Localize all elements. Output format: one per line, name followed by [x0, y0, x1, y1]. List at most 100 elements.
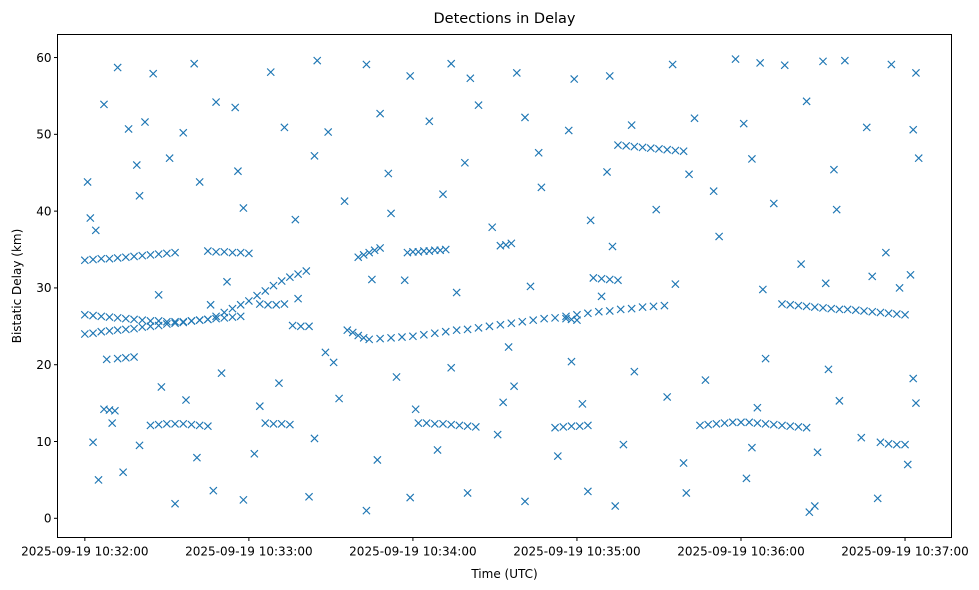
data-point [460, 158, 469, 167]
data-point [203, 247, 212, 256]
data-point [630, 142, 639, 151]
data-point [414, 419, 423, 428]
data-point [97, 327, 106, 336]
data-point [835, 305, 844, 314]
data-point [220, 247, 229, 256]
data-point [422, 419, 431, 428]
data-point [575, 422, 584, 431]
data-point [411, 405, 420, 414]
data-point [359, 333, 368, 342]
data-point [195, 421, 204, 430]
chart-title: Detections in Delay [433, 11, 575, 27]
x-tick-label: 2025-09-19 10:33:00 [185, 545, 312, 559]
data-point [679, 459, 688, 468]
data-point [130, 324, 139, 333]
data-point [171, 319, 180, 328]
data-point [220, 313, 229, 322]
data-point [562, 312, 571, 321]
data-point [154, 420, 163, 429]
data-point [520, 113, 530, 122]
data-point [712, 419, 721, 428]
data-point [873, 494, 882, 503]
data-point [843, 305, 852, 314]
data-point [110, 406, 119, 415]
data-point [365, 248, 374, 257]
data-point [747, 154, 756, 163]
data-point [171, 499, 180, 508]
data-point [638, 303, 647, 312]
data-point [149, 69, 158, 78]
data-point [181, 396, 191, 405]
data-point [663, 145, 672, 154]
data-point [212, 314, 221, 323]
data-point [105, 326, 114, 335]
data-point [526, 282, 535, 291]
data-point [387, 333, 396, 342]
data-point [488, 223, 497, 232]
data-point [121, 314, 130, 323]
data-point [551, 313, 560, 322]
data-point [272, 300, 281, 309]
data-point [121, 253, 130, 262]
data-point [512, 68, 521, 77]
data-point [901, 440, 910, 449]
data-point [868, 272, 877, 281]
data-point [840, 56, 849, 65]
data-point [239, 204, 248, 213]
data-point [690, 114, 699, 123]
data-point [909, 125, 918, 134]
data-point [715, 232, 724, 241]
data-point [507, 319, 516, 328]
data-point [769, 199, 778, 208]
data-point [892, 310, 901, 319]
data-point [280, 123, 289, 132]
data-point [392, 372, 401, 382]
data-point [285, 273, 294, 282]
data-point [277, 419, 286, 428]
data-point [583, 309, 592, 318]
data-point [310, 151, 319, 160]
data-point [89, 438, 98, 447]
data-point [236, 312, 245, 321]
data-point [709, 187, 718, 196]
data-point [909, 374, 918, 383]
data-point [447, 363, 456, 372]
data-point [269, 419, 278, 428]
data-point [171, 419, 180, 428]
data-point [613, 276, 622, 285]
data-point [685, 170, 694, 179]
data-point [832, 205, 841, 214]
data-point [146, 421, 155, 430]
data-point [597, 274, 606, 283]
data-point [914, 154, 923, 163]
data-point [551, 423, 560, 432]
scatter-points [80, 55, 923, 517]
data-point [638, 143, 647, 152]
data-point [857, 433, 866, 442]
y-tick-label: 10 [36, 435, 51, 449]
data-point [496, 320, 505, 329]
data-point [132, 161, 141, 170]
data-point [668, 60, 677, 69]
data-point [860, 306, 869, 315]
data-point [441, 245, 450, 254]
y-axis-label: Bistatic Delay (km) [10, 229, 24, 344]
data-point [154, 250, 163, 259]
data-point [777, 421, 787, 430]
data-point [507, 239, 516, 248]
data-point [769, 420, 778, 429]
data-point [911, 399, 920, 408]
data-point [370, 246, 379, 255]
data-point [485, 322, 494, 331]
data-point [564, 126, 573, 135]
data-point [121, 353, 130, 362]
data-point [231, 103, 240, 112]
data-point [89, 329, 98, 338]
data-point [605, 275, 614, 284]
data-point [209, 486, 218, 495]
data-point [758, 285, 767, 294]
data-point [113, 253, 122, 262]
data-point [365, 335, 374, 344]
data-point [354, 253, 363, 262]
data-point [119, 468, 128, 477]
